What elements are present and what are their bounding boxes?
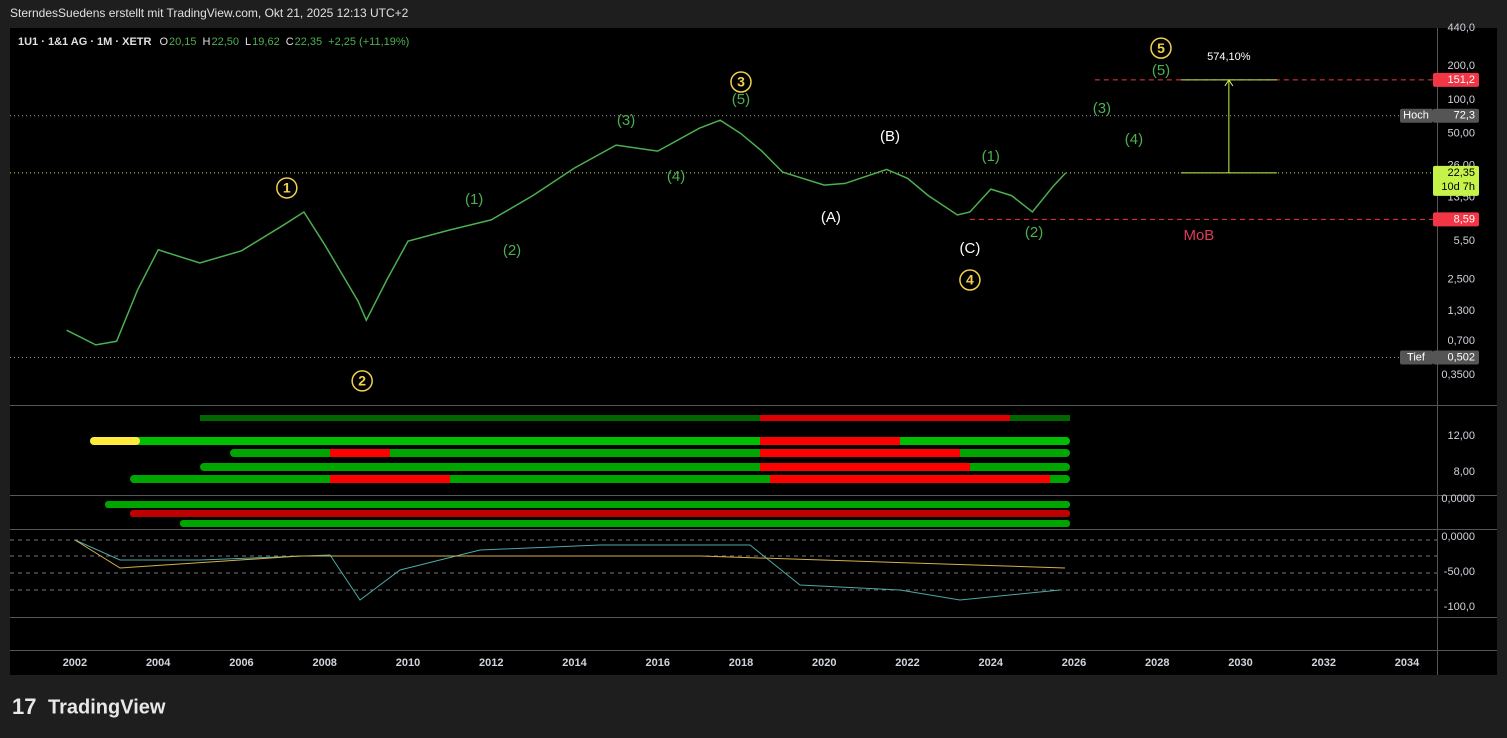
ohlc-value: 22,35 <box>295 36 323 48</box>
price-line <box>66 119 1067 346</box>
y-tick-label: 440,0 <box>1447 22 1475 34</box>
pane-tick-label: 8,00 <box>1454 466 1475 478</box>
price-tag-label: 8,59 <box>1454 213 1475 225</box>
legend-title: 1U1 · 1&1 AG · 1M · XETR <box>18 36 152 48</box>
wave-label: 4 <box>966 272 974 288</box>
x-tick-label: 2022 <box>895 657 919 669</box>
y-tick-label: 200,0 <box>1447 60 1475 72</box>
ohlc-value: 20,15 <box>169 36 197 48</box>
x-tick-label: 2002 <box>63 657 87 669</box>
y-tick-label: 100,0 <box>1447 94 1475 106</box>
pane-guides <box>10 539 1437 591</box>
x-tick-label: 2014 <box>562 657 587 669</box>
x-tick-label: 2030 <box>1228 657 1252 669</box>
pane-tick-label: 12,00 <box>1447 430 1475 442</box>
pane-tick-label: 0,0000 <box>1441 493 1475 505</box>
y-tick-label: 5,50 <box>1454 235 1475 247</box>
level-name: Tief <box>1407 351 1426 363</box>
header: SterndesSuedens erstellt mit TradingView… <box>10 6 409 20</box>
indicator-strips <box>90 415 1070 527</box>
oscillator <box>74 539 1061 601</box>
wave-label: (1) <box>465 191 483 208</box>
x-tick-label: 2034 <box>1395 657 1420 669</box>
y-tick-label: 0,3500 <box>1441 369 1475 381</box>
price-tag-label: 72,3 <box>1454 110 1475 122</box>
x-tick-label: 2004 <box>146 657 171 669</box>
pane-tick-label: 0,0000 <box>1441 531 1475 543</box>
wave-label: (1) <box>982 148 1000 165</box>
ohlc-key: O <box>159 36 168 48</box>
x-tick-label: 2026 <box>1062 657 1086 669</box>
x-tick-label: 2008 <box>312 657 336 669</box>
wave-label: (4) <box>667 168 685 185</box>
pane-tick-label: -100,0 <box>1444 601 1475 613</box>
wave-label: (2) <box>1025 224 1043 241</box>
price-tag <box>1433 108 1479 123</box>
wave-label: (5) <box>1152 62 1170 79</box>
ohlc-key: L <box>245 36 251 48</box>
measure-label: 574,10% <box>1207 51 1251 63</box>
ohlc-value: 19,62 <box>252 36 280 48</box>
wave-label: (3) <box>617 112 635 129</box>
wave-circle <box>276 177 298 199</box>
x-tick-label: 2028 <box>1145 657 1169 669</box>
level-name-tag <box>1400 108 1433 123</box>
wave-label: (A) <box>821 209 841 226</box>
wave-label: 2 <box>358 373 366 389</box>
footer: TradingView <box>48 696 166 718</box>
measure-arrowhead <box>1224 79 1234 87</box>
x-tick-label: 2016 <box>645 657 669 669</box>
y-tick-label: 0,700 <box>1447 335 1475 347</box>
wave-label: (4) <box>1125 131 1143 148</box>
wave-label: 1 <box>283 180 291 196</box>
price-tag-label: 151,2 <box>1447 74 1475 86</box>
ohlc-value: 22,50 <box>212 36 240 48</box>
wave-label: (2) <box>503 242 521 259</box>
level-name: Hoch <box>1403 110 1429 122</box>
price-tag <box>1433 212 1479 227</box>
x-tick-label: 2010 <box>396 657 420 669</box>
x-tick-label: 2024 <box>979 657 1004 669</box>
x-tick-label: 2006 <box>229 657 253 669</box>
wave-label: (5) <box>732 91 750 108</box>
ohlc-key: C <box>286 36 294 48</box>
x-tick-label: 2012 <box>479 657 503 669</box>
wave-circle <box>959 269 981 291</box>
x-tick-label: 2018 <box>729 657 753 669</box>
wave-label: (3) <box>1093 100 1111 117</box>
price-tag <box>1433 350 1479 365</box>
price-tag <box>1433 72 1479 87</box>
ohlc-key: H <box>203 36 211 48</box>
wave-label: MoB <box>1183 227 1214 244</box>
wave-circle <box>730 71 752 93</box>
wave-label: 3 <box>737 74 745 90</box>
logo-mark: 17 <box>12 694 36 719</box>
oscillator-signal <box>74 539 1066 569</box>
level-name-tag <box>1400 350 1433 365</box>
wave-label: (C) <box>960 240 981 257</box>
price-tag-label: 0,502 <box>1447 351 1475 363</box>
wave-label: (B) <box>880 128 900 145</box>
chart-area <box>10 28 1497 675</box>
price-tag-label: 22,35 <box>1447 167 1475 179</box>
wave-label: 5 <box>1157 40 1165 56</box>
pane-tick-label: -50,00 <box>1444 566 1475 578</box>
change: +2,25 (+11,19%) <box>328 36 409 48</box>
y-tick-label: 50,00 <box>1447 128 1475 140</box>
price-tag <box>1433 165 1479 196</box>
y-tick-label: 1,300 <box>1447 305 1475 317</box>
wave-circle <box>1150 37 1172 59</box>
x-tick-label: 2032 <box>1312 657 1336 669</box>
wave-circle <box>351 370 373 392</box>
x-tick-label: 2020 <box>812 657 836 669</box>
price-tag-sublabel: 10d 7h <box>1441 181 1475 193</box>
y-tick-label: 2,500 <box>1447 273 1475 285</box>
